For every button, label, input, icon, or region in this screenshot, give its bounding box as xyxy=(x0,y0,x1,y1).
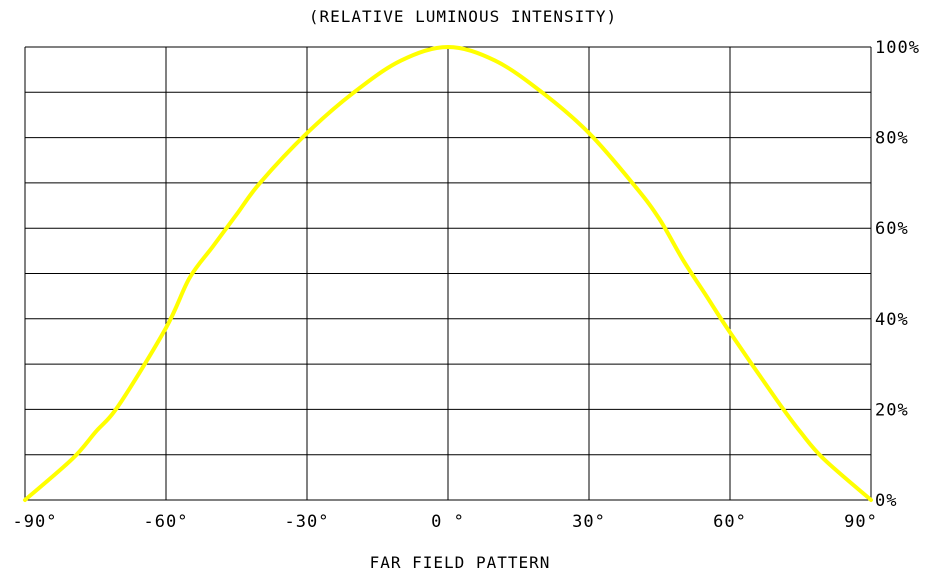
x-axis-label: FAR FIELD PATTERN xyxy=(370,553,551,572)
series-group xyxy=(23,45,873,502)
y-tick-label: 20% xyxy=(875,400,909,420)
x-tick-label: 0 ° xyxy=(431,512,465,532)
y-tick-label: 0% xyxy=(875,491,897,511)
x-tick-label: 90° xyxy=(844,512,878,532)
series-line xyxy=(23,45,873,502)
chart-title: (RELATIVE LUMINOUS INTENSITY) xyxy=(309,7,617,26)
x-tick-label: -30° xyxy=(285,512,330,532)
x-tick-label: 60° xyxy=(713,512,747,532)
x-tick-label: -60° xyxy=(144,512,189,532)
y-tick-labels: 0% 20% 40% 60% 80% 100% xyxy=(875,38,920,511)
y-tick-label: 40% xyxy=(875,310,909,330)
x-tick-label: 30° xyxy=(572,512,606,532)
y-tick-label: 100% xyxy=(875,38,920,58)
x-tick-label: -90° xyxy=(13,512,58,532)
y-tick-label: 80% xyxy=(875,129,909,149)
grid xyxy=(24,46,872,501)
x-tick-labels: -90° -60° -30° 0 ° 30° 60° 90° xyxy=(13,512,878,532)
y-tick-label: 60% xyxy=(875,219,909,239)
